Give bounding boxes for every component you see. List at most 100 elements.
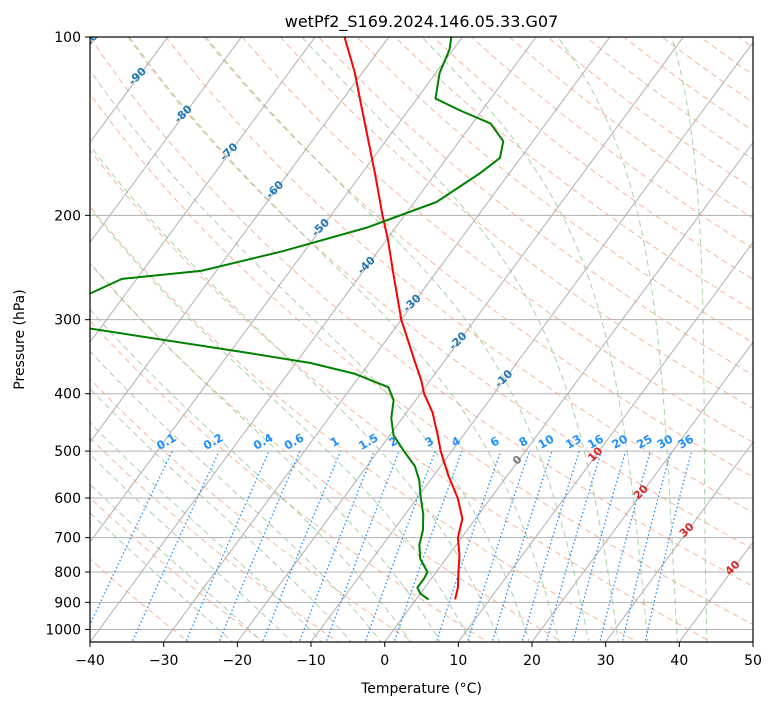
moist-adiabat bbox=[90, 453, 293, 642]
mixing-ratio-line bbox=[621, 450, 672, 642]
moist-adiabat bbox=[90, 208, 471, 642]
isotherm bbox=[310, 41, 753, 642]
dry-adiabat bbox=[280, 37, 753, 410]
y-tick-label: 900 bbox=[54, 595, 81, 611]
dry-adiabat bbox=[90, 437, 340, 642]
y-tick-label: 100 bbox=[54, 30, 81, 46]
x-tick-label: 0 bbox=[380, 653, 389, 669]
mixing-ratio-line bbox=[325, 450, 400, 642]
mixing-ratio-line bbox=[298, 450, 375, 642]
y-axis-ticks: 100 200 300 400 500 600 700 800 900 1000 bbox=[45, 30, 90, 638]
x-axis-ticks: −40 −30 −20 −10 0 10 20 30 40 50 bbox=[75, 642, 762, 669]
plot-area: 0.1 0.2 0.4 0.6 1 1.5 2 3 4 6 8 10 13 16 20 25 30 36-100-… bbox=[90, 37, 753, 642]
y-tick-label: 400 bbox=[54, 387, 81, 403]
dry-adiabat bbox=[318, 37, 753, 376]
mixing-ratio-line bbox=[545, 450, 603, 642]
mixing-ratio-line bbox=[599, 450, 652, 642]
moist-adiabat bbox=[90, 422, 323, 642]
isotherm bbox=[90, 37, 537, 642]
temperature-profile bbox=[343, 37, 464, 600]
isotherm bbox=[90, 37, 464, 543]
y-tick-label: 600 bbox=[54, 491, 81, 507]
isotherm bbox=[384, 141, 753, 642]
mixing-ratio-line bbox=[218, 450, 301, 642]
x-tick-label: 40 bbox=[670, 653, 688, 669]
dry-adiabat bbox=[90, 262, 564, 642]
moist-adiabat bbox=[301, 37, 619, 642]
x-tick-label: 50 bbox=[744, 653, 762, 669]
isotherm bbox=[90, 37, 169, 144]
mixing-ratio-label: 20 bbox=[609, 432, 630, 452]
dry-adiabat bbox=[90, 149, 713, 642]
x-tick-label: −10 bbox=[296, 653, 326, 669]
isotherm bbox=[90, 37, 243, 244]
moist-adiabat bbox=[90, 350, 382, 642]
x-tick-label: −40 bbox=[75, 653, 105, 669]
y-axis-title: Pressure (hPa) bbox=[12, 289, 28, 389]
moist-adiabat bbox=[90, 262, 441, 642]
x-tick-label: 30 bbox=[597, 653, 615, 669]
isotherm bbox=[236, 37, 685, 642]
isotherms bbox=[90, 37, 753, 642]
mixing-ratio-label: 25 bbox=[634, 432, 655, 452]
mixing-ratio-line bbox=[644, 450, 693, 642]
x-tick-label: −30 bbox=[149, 653, 179, 669]
mixing-ratio-label: 16 bbox=[585, 432, 606, 452]
mixing-ratio-label: 10 bbox=[536, 432, 557, 452]
isotherm bbox=[163, 37, 611, 642]
mixing-ratio-line bbox=[393, 450, 463, 642]
y-tick-label: 1000 bbox=[45, 622, 81, 638]
dry-adiabat bbox=[203, 37, 753, 478]
mixing-ratio-line bbox=[466, 450, 530, 642]
isotherm bbox=[531, 341, 753, 642]
moist-adiabat bbox=[421, 37, 649, 642]
y-tick-label: 700 bbox=[54, 531, 81, 547]
mixing-ratio-line bbox=[521, 450, 580, 642]
moist-adiabat bbox=[90, 308, 412, 642]
sounding-profiles bbox=[90, 37, 505, 601]
mixing-ratio-lines bbox=[90, 450, 693, 642]
moist-adiabat bbox=[128, 37, 560, 642]
chart-title: wetPf2_S169.2024.146.05.33.G07 bbox=[285, 12, 559, 32]
moist-adiabat bbox=[90, 69, 530, 642]
dry-adiabat bbox=[90, 378, 414, 642]
mixing-ratio-line bbox=[491, 450, 553, 642]
moist-adiabat bbox=[205, 37, 590, 642]
isotherm bbox=[605, 441, 753, 642]
moist-adiabat bbox=[671, 37, 708, 642]
y-tick-label: 300 bbox=[54, 313, 81, 329]
x-axis-title: Temperature (°C) bbox=[360, 681, 482, 697]
mixing-ratio-line bbox=[435, 450, 502, 642]
x-tick-label: 20 bbox=[523, 653, 541, 669]
isotherm bbox=[457, 241, 753, 642]
moist-adiabat bbox=[557, 37, 678, 642]
mixing-ratio-label: 30 bbox=[654, 432, 675, 452]
dry-adiabats bbox=[90, 37, 753, 642]
mixing-ratio-line bbox=[90, 450, 173, 627]
moist-adiabat bbox=[90, 144, 501, 642]
isotherm bbox=[90, 37, 390, 444]
plot-frame bbox=[89, 36, 754, 643]
mixing-ratio-label: 36 bbox=[675, 432, 696, 452]
dry-adiabat bbox=[241, 37, 753, 443]
isotherm bbox=[90, 37, 316, 344]
mixing-ratio-line bbox=[364, 450, 436, 642]
y-tick-label: 800 bbox=[54, 565, 81, 581]
mixing-ratio-label: 13 bbox=[563, 432, 584, 452]
x-tick-label: −20 bbox=[223, 653, 253, 669]
dry-adiabat bbox=[165, 37, 753, 514]
dry-adiabat bbox=[90, 37, 753, 587]
dry-adiabat bbox=[90, 92, 753, 626]
dry-adiabat bbox=[90, 205, 639, 642]
mixing-ratio-line bbox=[572, 450, 627, 642]
moist-adiabats bbox=[90, 37, 708, 642]
dry-adiabat bbox=[127, 37, 753, 550]
dry-adiabat bbox=[90, 320, 489, 642]
moist-adiabat bbox=[90, 387, 352, 642]
x-tick-label: 10 bbox=[449, 653, 467, 669]
dewpoint-profile bbox=[90, 37, 505, 601]
y-tick-label: 500 bbox=[54, 444, 81, 460]
dry-adiabat bbox=[394, 37, 753, 312]
